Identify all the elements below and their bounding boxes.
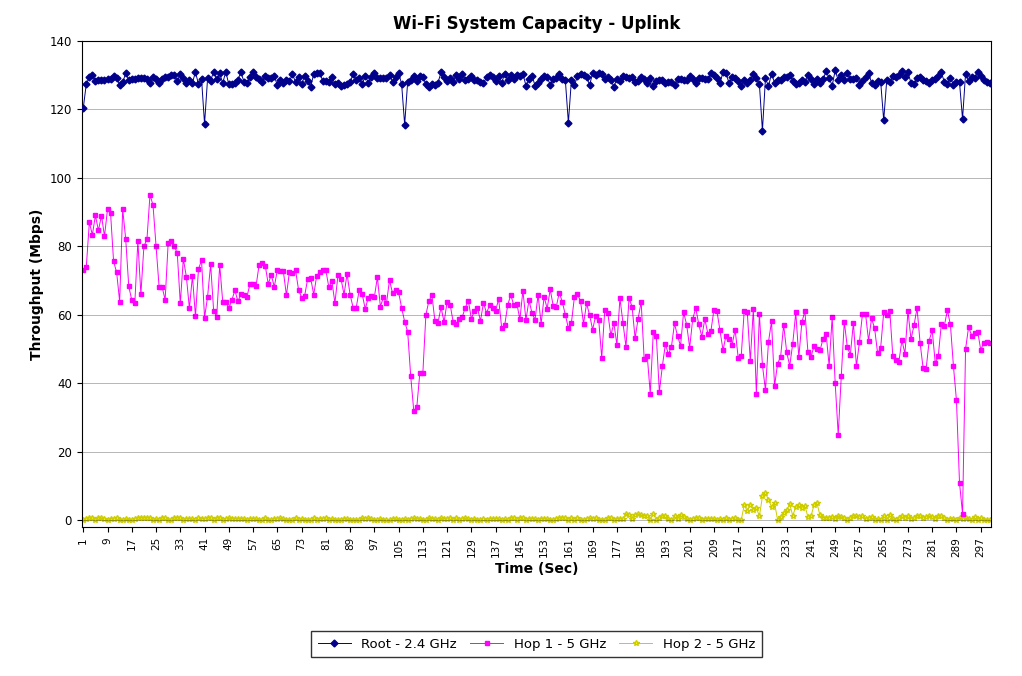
Root - 2.4 GHz: [614, 77, 626, 85]
Root - 2.4 GHz: [617, 72, 630, 80]
Hop 1 - 5 GHz: [984, 339, 996, 347]
Root - 2.4 GHz: [756, 126, 769, 135]
Line: Root - 2.4 GHz: Root - 2.4 GHz: [81, 68, 992, 133]
Hop 2 - 5 GHz: [847, 512, 860, 520]
Title: Wi-Fi System Capacity - Uplink: Wi-Fi System Capacity - Uplink: [392, 16, 681, 33]
Root - 2.4 GHz: [904, 79, 917, 87]
Line: Hop 1 - 5 GHz: Hop 1 - 5 GHz: [81, 193, 992, 516]
Legend: Root - 2.4 GHz, Hop 1 - 5 GHz, Hop 2 - 5 GHz: Root - 2.4 GHz, Hop 1 - 5 GHz, Hop 2 - 5…: [312, 631, 761, 658]
Root - 2.4 GHz: [632, 77, 644, 85]
Hop 1 - 5 GHz: [80, 263, 92, 271]
Root - 2.4 GHz: [829, 66, 841, 74]
Hop 2 - 5 GHz: [904, 515, 917, 523]
Line: Hop 2 - 5 GHz: Hop 2 - 5 GHz: [81, 490, 992, 523]
Hop 1 - 5 GHz: [844, 351, 856, 359]
Hop 2 - 5 GHz: [562, 516, 574, 525]
Hop 1 - 5 GHz: [901, 307, 914, 315]
Hop 2 - 5 GHz: [635, 511, 647, 519]
Hop 2 - 5 GHz: [759, 489, 772, 497]
Root - 2.4 GHz: [984, 79, 996, 87]
Root - 2.4 GHz: [77, 104, 89, 112]
X-axis label: Time (Sec): Time (Sec): [495, 562, 578, 577]
Hop 1 - 5 GHz: [144, 191, 156, 199]
Hop 2 - 5 GHz: [77, 516, 89, 524]
Root - 2.4 GHz: [847, 74, 860, 82]
Root - 2.4 GHz: [80, 80, 92, 88]
Hop 2 - 5 GHz: [984, 516, 996, 524]
Hop 2 - 5 GHz: [620, 510, 633, 518]
Hop 1 - 5 GHz: [957, 510, 969, 518]
Hop 1 - 5 GHz: [635, 297, 647, 306]
Hop 1 - 5 GHz: [77, 266, 89, 274]
Hop 2 - 5 GHz: [617, 515, 630, 523]
Hop 1 - 5 GHz: [620, 343, 633, 351]
Y-axis label: Throughput (Mbps): Throughput (Mbps): [30, 208, 44, 360]
Hop 2 - 5 GHz: [80, 515, 92, 523]
Hop 1 - 5 GHz: [617, 319, 630, 327]
